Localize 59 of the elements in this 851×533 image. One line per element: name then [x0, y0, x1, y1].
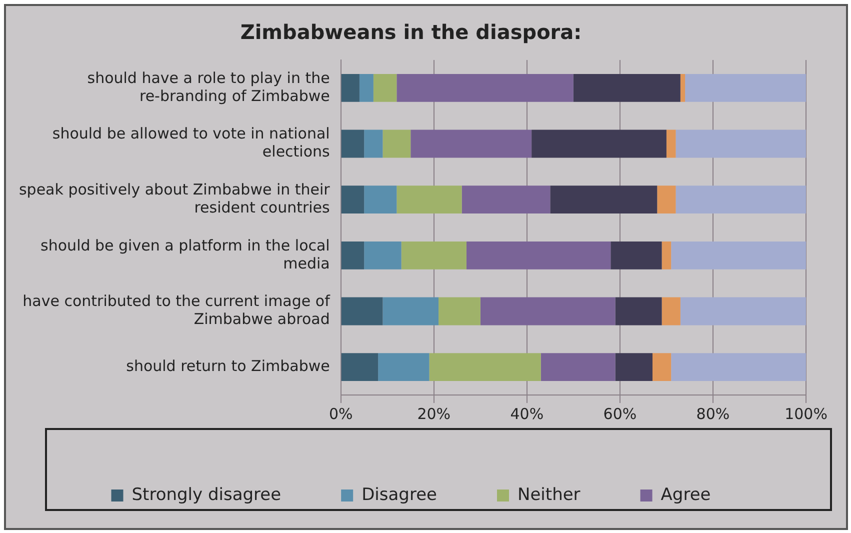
legend-label: Agree: [660, 484, 711, 505]
bar: [573, 74, 680, 102]
bar: [341, 353, 378, 382]
bar: [396, 74, 574, 102]
bar: [680, 74, 686, 102]
bar: [610, 241, 662, 270]
bar: [364, 241, 402, 270]
x-tick-label: 0%: [328, 404, 353, 423]
bar: [382, 130, 411, 158]
bar: [373, 74, 397, 102]
bar: [532, 130, 666, 158]
bar: [410, 130, 532, 158]
y-tick-label: should have a role to play in the re-branding of Zimbabwe: [87, 68, 330, 105]
bar: [341, 186, 364, 214]
bar: [341, 241, 364, 270]
bar: [671, 241, 806, 270]
bar: [540, 353, 616, 382]
bar: [396, 186, 462, 214]
bar: [480, 297, 616, 326]
bar: [550, 186, 658, 214]
bar: [676, 186, 806, 214]
bar: [378, 353, 430, 382]
x-tick-label: 40%: [510, 404, 544, 423]
x-tick-label: 60%: [603, 404, 637, 423]
x-tick-label: 100%: [784, 404, 828, 423]
bar: [382, 297, 439, 326]
bar: [429, 353, 541, 382]
bar: [438, 297, 480, 326]
bar: [341, 297, 383, 326]
bar: [364, 130, 383, 158]
y-tick-label: have contributed to the current image of Zimbabwe abroad: [22, 292, 331, 328]
bar: [666, 130, 676, 158]
bar: [662, 241, 672, 270]
bar: [662, 297, 680, 326]
bar: [615, 353, 652, 382]
bar: [657, 186, 676, 214]
bar: [652, 353, 672, 382]
legend-label: Strongly disagree: [132, 484, 282, 505]
bar: [401, 241, 466, 270]
bar: [615, 297, 662, 326]
bar: [671, 353, 806, 382]
y-tick-label: speak positively about Zimbabwe in their resident countries: [18, 180, 331, 216]
x-tick-label: 20%: [417, 404, 451, 423]
chart-title: Zimbabweans in the diaspora:: [240, 20, 582, 44]
y-tick-label: should be given a platform in the local media: [40, 236, 330, 272]
x-tick-label: 80%: [696, 404, 730, 423]
bar: [341, 130, 364, 158]
bar: [462, 186, 550, 214]
legend-label: Neither: [518, 484, 580, 505]
legend-label: Disagree: [362, 484, 438, 505]
y-tick-label: should return to Zimbabwe: [126, 356, 330, 375]
bar: [466, 241, 611, 270]
y-tick-label: should be allowed to vote in national elections: [52, 124, 330, 161]
bar: [359, 74, 374, 102]
bar: [364, 186, 397, 214]
bar: [676, 130, 806, 158]
bar: [685, 74, 806, 102]
bar: [341, 74, 360, 102]
bar: [680, 297, 806, 326]
